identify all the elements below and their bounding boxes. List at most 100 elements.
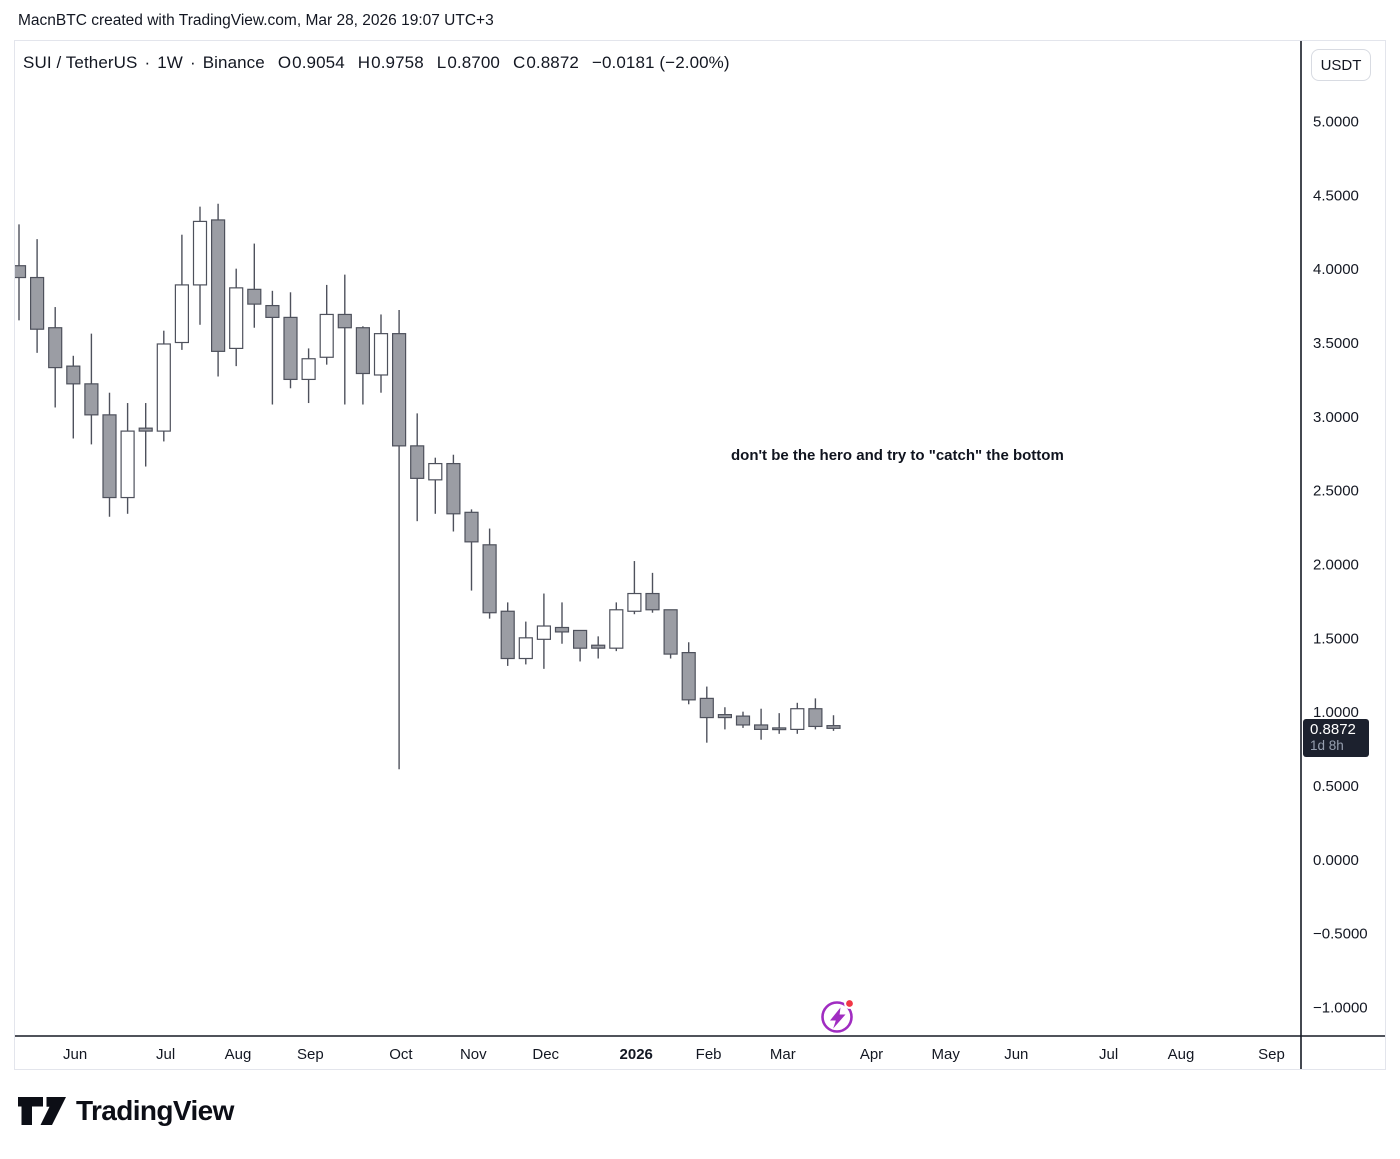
separator-dot: · [144,53,151,72]
currency-toggle-button[interactable]: USDT [1311,49,1371,81]
candle-body [283,316,298,381]
candle-body [609,609,624,649]
ohlc-low: L0.8700 [436,53,500,72]
ohlc-high: H0.9758 [357,53,424,72]
lightning-bolt [830,1007,846,1029]
candle-body [337,313,352,329]
candle-body [428,462,443,481]
candle-body [681,652,696,701]
tradingview-logo-mark [18,1097,66,1125]
candle-body [48,327,63,369]
time-axis-label: Jun [1004,1046,1028,1063]
candle-body [826,725,841,729]
time-axis-label: Apr [860,1046,883,1063]
price-tick-label: 4.5000 [1313,187,1359,204]
time-axis-label: Jul [1099,1046,1118,1063]
time-axis-label: Mar [770,1046,796,1063]
candle-body [808,708,823,728]
price-tick-label: 3.0000 [1313,409,1359,426]
price-tick-label: 1.5000 [1313,630,1359,647]
price-tick-label: 5.0000 [1313,114,1359,131]
bar-countdown: 1d 8h [1310,738,1344,754]
last-price-badge: 0.8872 1d 8h [1303,719,1369,758]
candle-body [102,414,117,499]
candle-body [790,708,805,730]
candle-body [500,610,515,660]
candle-body [30,276,45,330]
interval-label[interactable]: 1W [157,53,183,72]
price-tick-label: 0.0000 [1313,852,1359,869]
time-axis-label: Sep [1258,1046,1285,1063]
lightning-ring [821,1001,853,1033]
candle-body [482,544,497,614]
low-value: 0.8700 [447,53,500,72]
time-axis-label: Sep [297,1046,324,1063]
change-value: −0.0181 (−2.00%) [591,53,730,72]
candle-body [410,445,425,479]
lightning-icon[interactable] [819,997,857,1035]
annotation-text[interactable]: don't be the hero and try to "catch" the… [731,447,1064,464]
candle-body [301,358,316,381]
candle-body [446,462,461,515]
candle-body [15,265,27,279]
symbol-info-row[interactable]: SUI / TetherUS · 1W · Binance O0.9054 H0.9758 L… [23,53,730,73]
last-price-value: 0.8872 [1310,721,1356,739]
price-tick-label: 3.5000 [1313,335,1359,352]
candle-body [84,383,99,416]
candle-body [536,625,552,640]
time-axis-label: Feb [696,1046,722,1063]
tradingview-wordmark: TradingView [76,1095,234,1126]
candle-body [717,714,733,719]
ohlc-close: C0.8872 [512,53,579,72]
candlestick-chart[interactable]: 5.0000 4.5000 4.0000 3.5000 3.0000 2.5000 2.00… [15,41,1385,1069]
time-axis-label: Nov [460,1046,487,1063]
close-value: 0.8872 [526,53,579,72]
time-axis-label: 2026 [620,1046,653,1063]
price-tick-label: 1.0000 [1313,704,1359,721]
time-axis-label: Dec [532,1046,559,1063]
candle-body [229,287,244,350]
candle-body [355,327,370,375]
price-tick-label: 4.0000 [1313,261,1359,278]
exchange-label: Binance [202,53,265,72]
tradingview-footer[interactable]: TradingView [18,1092,234,1130]
price-tick-label: 2.0000 [1313,557,1359,574]
candle-body [265,304,280,318]
candle-body [464,511,479,543]
candle-body [772,727,787,731]
candle-body [699,697,714,719]
time-axis-label: Aug [1168,1046,1195,1063]
candle-body [156,343,171,432]
candle-body [753,724,769,730]
candle-body [663,609,678,655]
candle-body [572,629,588,649]
candle-body [518,637,533,660]
time-axis-label: Oct [389,1046,413,1063]
candle-body [373,333,389,376]
candle-body [554,626,570,633]
separator-dot: · [189,53,196,72]
candle-body [247,288,262,305]
candle-body [319,313,334,358]
candle-body [392,333,407,447]
price-tick-label: −0.5000 [1313,926,1368,943]
candle-body [174,284,189,344]
ohlc-open: O0.9054 [277,53,345,72]
time-axis-label: Aug [225,1046,252,1063]
attribution-text: MacnBTC created with TradingView.com, Ma… [18,12,494,29]
price-tick-label: 2.5000 [1313,483,1359,500]
candle-body [645,592,660,611]
notification-dot [844,998,855,1009]
candles-layer [15,203,841,770]
high-value: 0.9758 [371,53,424,72]
time-axis-label: Jun [63,1046,87,1063]
symbol-name[interactable]: SUI / TetherUS [23,53,138,72]
candle-body [138,427,153,432]
candle-body [192,220,208,286]
price-tick-label: −1.0000 [1313,1000,1368,1017]
candle-body [66,365,81,385]
candle-body [120,430,135,499]
candle-body [591,644,606,649]
candle-body [211,219,226,352]
